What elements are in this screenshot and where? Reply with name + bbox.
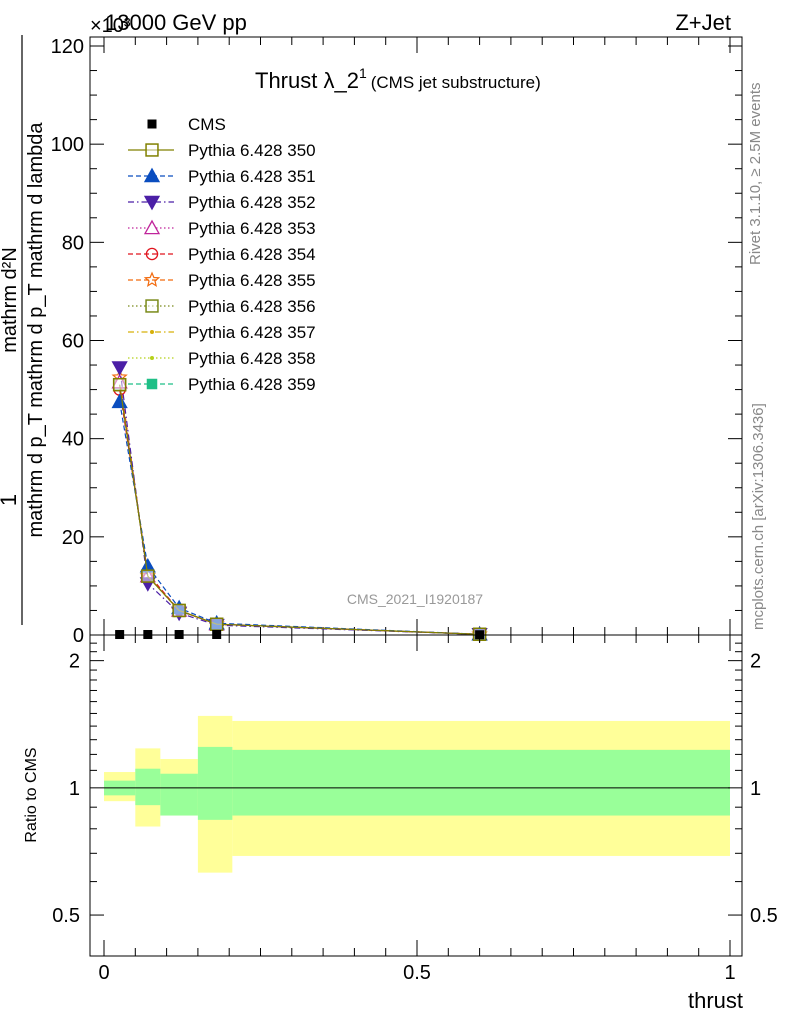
main-x-ticks [103,37,731,635]
legend-marker [146,378,158,390]
legend-entry: Pythia 6.428 351 [128,167,316,186]
ratio-y-tick-label: 2 [69,651,80,673]
x-tick-label: 0 [98,962,109,984]
plot-title: Thrust λ_21 (CMS jet substructure) [255,65,541,93]
data-point [111,361,128,376]
inner-band [197,746,233,820]
legend-label: Pythia 6.428 357 [188,323,316,342]
data-point [172,603,186,618]
data-point [209,617,224,631]
plot-title-sub: (CMS jet substructure) [371,73,541,92]
process-label: Z+Jet [675,10,731,35]
data-point [141,569,155,583]
x-tick-label: 1 [724,962,735,984]
legend-marker [147,119,157,129]
legend-label: Pythia 6.428 351 [188,167,316,186]
inner-band [160,773,198,816]
ratio-uncertainty-bands [104,715,730,873]
inner-band [232,749,730,816]
plot-title-sup: 1 [359,65,367,81]
x-axis-label: thrust [688,988,743,1013]
legend-marker [150,330,154,334]
legend-entry: Pythia 6.428 355 [128,271,316,290]
legend-marker [145,247,159,261]
data-point [111,393,128,409]
legend: CMS Pythia 6.428 350 Pythia 6.428 351 Pythi… [128,115,316,394]
legend-label: Pythia 6.428 359 [188,375,316,394]
ratio-y-tick-label-right: 2 [750,651,761,673]
y-tick-label: 0 [73,625,84,647]
legend-entry: Pythia 6.428 354 [128,245,316,264]
legend-marker [143,271,161,287]
main-panel: 0 20 40 60 80 100 120 Thrust λ_21 (CMS jet subs… [51,36,743,647]
ratio-y-label: Ratio to CMS [23,747,40,842]
legend-marker [143,219,161,235]
legend-label: Pythia 6.428 353 [188,219,316,238]
y-tick-label: 100 [51,134,84,156]
y-tick-label: 80 [62,232,84,254]
legend-marker [145,143,159,157]
y-tick-label: 120 [51,36,84,58]
legend-entry: Pythia 6.428 352 [128,193,316,212]
analysis-watermark: CMS_2021_I1920187 [347,591,483,607]
legend-entry: CMS [147,115,226,134]
legend-entry: Pythia 6.428 359 [128,375,316,394]
y-label-one: 1 [0,494,21,506]
collision-label: 13000 GeV pp [105,10,247,35]
legend-marker [145,299,159,313]
y-label-numerator: mathrm d²N [0,247,21,353]
legend-label: CMS [188,115,226,134]
legend-label: Pythia 6.428 358 [188,349,316,368]
ratio-y-axis: 0.5 0.5 1 1 2 2 [52,642,778,927]
ratio-y-tick-label: 0.5 [52,905,80,927]
series-lines [111,361,488,643]
y-exponent-label: ×10³ [90,15,131,37]
main-y-axis: 0 20 40 60 80 100 120 [51,36,742,647]
legend-marker [150,356,154,360]
inner-band [135,768,161,806]
rivet-version-label: Rivet 3.1.10, ≥ 2.5M events [747,83,764,266]
legend-label: Pythia 6.428 355 [188,271,316,290]
legend-label: Pythia 6.428 350 [188,141,316,160]
legend-label: Pythia 6.428 354 [188,245,316,264]
legend-entry: Pythia 6.428 358 [128,349,316,368]
y-tick-label: 40 [62,429,84,451]
legend-entry: Pythia 6.428 350 [128,141,316,160]
legend-label: Pythia 6.428 356 [188,297,316,316]
y-tick-label: 20 [62,527,84,549]
data-point [112,377,127,392]
ratio-frame [89,634,743,957]
legend-entry: Pythia 6.428 357 [128,323,316,342]
ratio-panel: 0.5 0.51 12 2 0 0.5 1 Ratio to CMS thrust [23,634,778,1013]
x-tick-label: 0.5 [403,962,431,984]
legend-marker [143,167,161,183]
ratio-x-axis: 0 0.5 1 [98,635,736,984]
y-label-denominator: mathrm d p_T mathrm d p_T mathrm d lambd… [25,122,47,538]
ratio-y-tick-label: 1 [69,778,80,800]
mcplots-label: mcplots.cern.ch [arXiv:1306.3436] [750,403,767,630]
plot-title-main: Thrust λ_2 [255,68,359,93]
legend-label: Pythia 6.428 352 [188,193,316,212]
y-tick-label: 60 [62,331,84,353]
ratio-y-tick-label-right: 1 [750,778,761,800]
legend-marker [143,195,161,211]
legend-entry: Pythia 6.428 356 [128,297,316,316]
ratio-y-tick-label-right: 0.5 [750,905,778,927]
legend-entry: Pythia 6.428 353 [128,219,316,238]
main-y-label: 1 mathrm d²N mathrm d p_T mathrm d p_T m… [0,35,47,625]
